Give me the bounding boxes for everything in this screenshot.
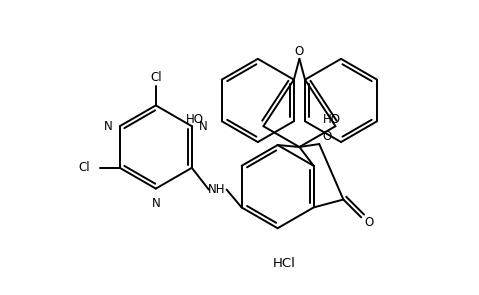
Text: N: N xyxy=(104,120,113,133)
Text: HO: HO xyxy=(186,113,204,126)
Text: O: O xyxy=(322,130,332,142)
Text: O: O xyxy=(295,45,304,58)
Text: HCl: HCl xyxy=(273,258,296,271)
Text: HO: HO xyxy=(323,113,341,126)
Text: NH: NH xyxy=(208,183,226,196)
Text: Cl: Cl xyxy=(79,161,90,174)
Text: N: N xyxy=(199,120,207,133)
Text: N: N xyxy=(151,196,160,209)
Text: Cl: Cl xyxy=(150,71,161,84)
Text: O: O xyxy=(365,216,374,229)
